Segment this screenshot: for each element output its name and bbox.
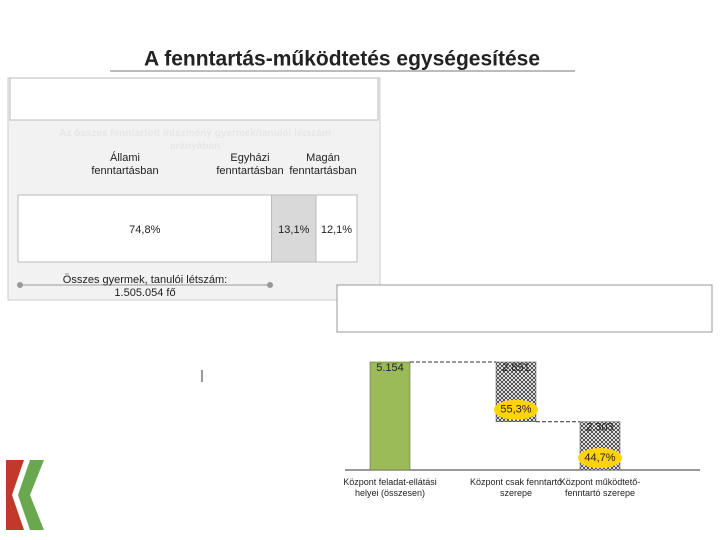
share-badge [578, 448, 622, 468]
share-badge [494, 399, 538, 420]
legend-label: Magán fenntartásban [289, 152, 357, 177]
category-label: Központ feladat-ellátási helyei (összese… [343, 477, 437, 498]
bar [369, 361, 411, 471]
legend-label: Egyházi fenntartásban [216, 152, 284, 177]
bar-segment [17, 194, 273, 263]
share-label: 44,7% [584, 452, 615, 464]
right-header [336, 284, 713, 333]
logo-green [18, 460, 44, 530]
connector-dot [17, 282, 23, 288]
share-label: 55,3% [500, 404, 531, 416]
annotation: Összes gyermek, tanulói létszám: [63, 274, 227, 286]
left-header [9, 77, 379, 121]
value-label: 2.851 [502, 362, 530, 374]
chart-subtitle: Az összes fenntartott intézmény gyermek/… [59, 128, 331, 152]
bar-segment [315, 194, 358, 263]
annotation: 1.505.054 fő [114, 287, 175, 299]
value-label: 5.154 [376, 362, 404, 374]
connector-dot [267, 282, 273, 288]
slide-title: A fenntartás-működtetés egységesítése [144, 48, 540, 71]
legend-label: Állami fenntartásban [91, 152, 159, 177]
value-label: 13,1% [278, 224, 309, 236]
category-label: Központ csak fenntartó szerepe [469, 477, 563, 498]
logo-red [6, 460, 24, 530]
value-label: 74,8% [129, 224, 160, 236]
value-label: 12,1% [321, 224, 352, 236]
value-label: 2.303 [586, 422, 614, 434]
bar-segment [271, 194, 317, 263]
category-label: Központ működtető-fenntartó szerepe [559, 477, 641, 498]
